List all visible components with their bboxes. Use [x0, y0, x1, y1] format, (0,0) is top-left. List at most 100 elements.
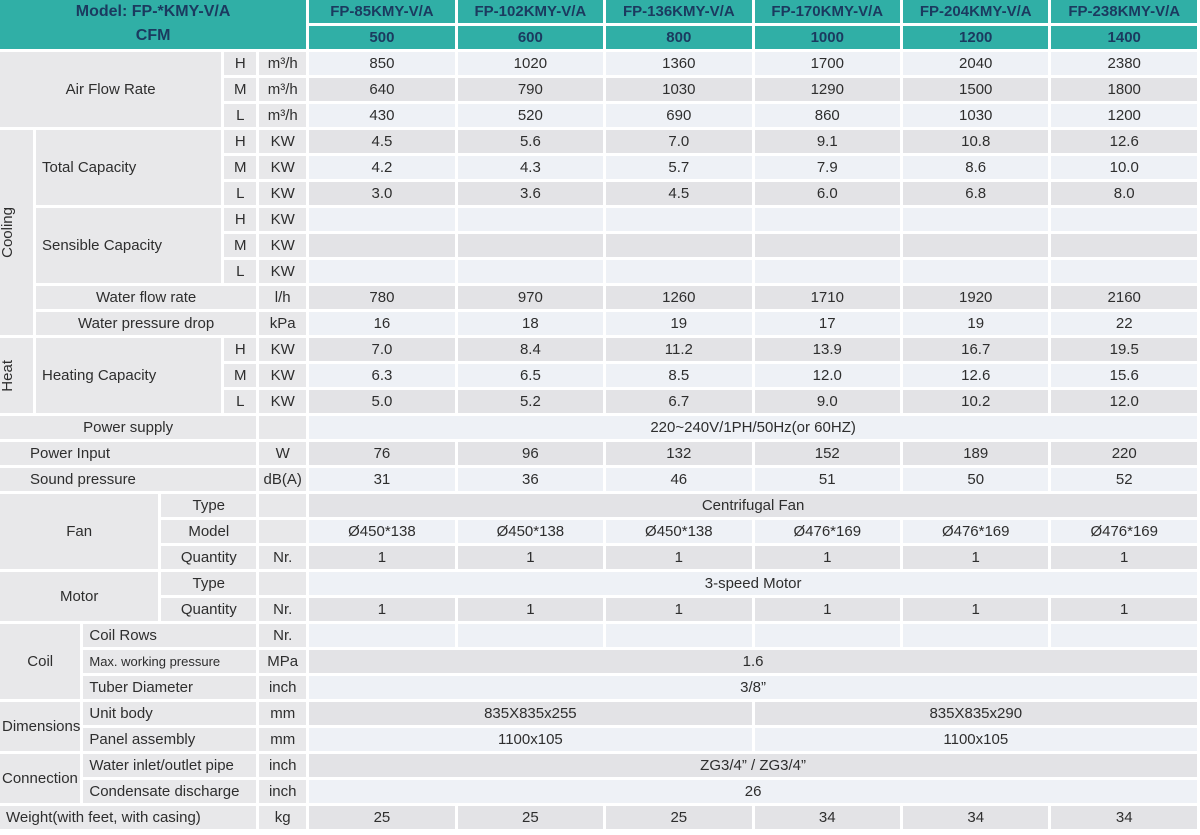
value-water-pipe: ZG3/4” / ZG3/4”: [309, 754, 1197, 777]
column-header-model: FP-204KMY-V/A: [903, 0, 1049, 23]
value-cell: 5.7: [606, 156, 752, 179]
row-label-motor-type: Type: [161, 572, 257, 595]
value-cell: 220: [1051, 442, 1197, 465]
value-cell: 18: [457, 312, 604, 335]
row-label-power-supply: Power supply: [0, 416, 257, 439]
row-label-water-inlet-outlet-pipe: Water inlet/outlet pipe: [83, 754, 257, 777]
value-cell: 1030: [903, 104, 1049, 127]
header-model-label: Model: FP-*KMY-V/A: [75, 3, 231, 21]
header-cfm-label: CFM: [135, 27, 171, 45]
group-label-cooling: Cooling: [0, 130, 33, 335]
unit-label-empty: [259, 416, 307, 439]
value-cell: 4.5: [309, 130, 455, 153]
value-cell: 3.0: [309, 182, 455, 205]
level-label: M: [224, 156, 257, 179]
value-cell: Ø476*169: [903, 520, 1049, 543]
value-cell: 1: [903, 546, 1049, 569]
unit-label: MPa: [259, 650, 307, 673]
value-cell: Ø450*138: [457, 520, 604, 543]
row-label-unit-body: Unit body: [83, 702, 257, 725]
value-cell: 34: [1051, 806, 1197, 829]
value-cell: 76: [309, 442, 455, 465]
value-cell: 1: [754, 546, 900, 569]
value-cell: 1260: [606, 286, 752, 309]
value-cell: 6.3: [309, 364, 455, 387]
column-header-model: FP-85KMY-V/A: [309, 0, 455, 23]
value-cell: 1920: [903, 286, 1049, 309]
level-label: L: [224, 104, 257, 127]
value-cell: 860: [754, 104, 900, 127]
row-label-coil-rows: Coil Rows: [83, 624, 257, 647]
row-label-water-pressure-drop: Water pressure drop: [35, 312, 257, 335]
level-label: M: [224, 78, 257, 101]
unit-label: KW: [259, 130, 307, 153]
value-cell: 3.6: [457, 182, 604, 205]
row-label-motor-quantity: Quantity: [161, 598, 257, 621]
empty-value-cell: [903, 208, 1049, 231]
value-cell: 1020: [457, 52, 604, 75]
value-cell: 1200: [1051, 104, 1197, 127]
cfm-value: 800: [606, 26, 752, 49]
cfm-value: 1400: [1051, 26, 1197, 49]
value-cell: 7.0: [606, 130, 752, 153]
row-label-tuber-diameter: Tuber Diameter: [83, 676, 257, 699]
value-cell: 1500: [903, 78, 1049, 101]
value-cell: 2160: [1051, 286, 1197, 309]
unit-label: m³/h: [259, 52, 307, 75]
group-label-motor: Motor: [0, 572, 159, 621]
row-label-water-flow-rate: Water flow rate: [35, 286, 257, 309]
value-cell: 1030: [606, 78, 752, 101]
unit-label-empty: [259, 520, 307, 543]
unit-label-empty: [259, 572, 307, 595]
value-cell: 520: [457, 104, 604, 127]
column-header-model: FP-170KMY-V/A: [754, 0, 900, 23]
value-cell: 970: [457, 286, 604, 309]
empty-value-cell: [754, 234, 900, 257]
level-label: H: [224, 208, 257, 231]
empty-value-cell: [606, 260, 752, 283]
row-label-total-capacity: Total Capacity: [35, 130, 222, 205]
empty-value-cell: [754, 624, 900, 647]
value-cell: 15.6: [1051, 364, 1197, 387]
level-label: M: [224, 234, 257, 257]
value-cell: 6.5: [457, 364, 604, 387]
unit-label: Nr.: [259, 624, 307, 647]
unit-label: dB(A): [259, 468, 307, 491]
empty-value-cell: [309, 260, 455, 283]
unit-label: kPa: [259, 312, 307, 335]
unit-label: mm: [259, 728, 307, 751]
value-cell: 13.9: [754, 338, 900, 361]
group-label-fan: Fan: [0, 494, 159, 569]
unit-label: mm: [259, 702, 307, 725]
row-label-max-working-pressure: Max. working pressure: [83, 650, 257, 673]
unit-label: KW: [259, 364, 307, 387]
unit-label: W: [259, 442, 307, 465]
value-cell: 780: [309, 286, 455, 309]
value-cell: 1360: [606, 52, 752, 75]
unit-label: KW: [259, 156, 307, 179]
unit-label: KW: [259, 260, 307, 283]
unit-label: inch: [259, 676, 307, 699]
level-label: M: [224, 364, 257, 387]
value-cell: Ø476*169: [754, 520, 900, 543]
empty-value-cell: [457, 234, 604, 257]
value-cell: 132: [606, 442, 752, 465]
value-cell: 16: [309, 312, 455, 335]
row-label-fan-model: Model: [161, 520, 257, 543]
value-cell: 7.0: [309, 338, 455, 361]
value-cell: 52: [1051, 468, 1197, 491]
value-cell: 1710: [754, 286, 900, 309]
value-cell: 2380: [1051, 52, 1197, 75]
value-cell: 4.5: [606, 182, 752, 205]
value-cell: 152: [754, 442, 900, 465]
value-cell: 25: [309, 806, 455, 829]
value-cell: 96: [457, 442, 604, 465]
value-cell: 19: [903, 312, 1049, 335]
unit-label: KW: [259, 390, 307, 413]
empty-value-cell: [903, 260, 1049, 283]
value-cell: Ø450*138: [606, 520, 752, 543]
value-cell: 8.6: [903, 156, 1049, 179]
value-cell: 8.0: [1051, 182, 1197, 205]
header-model-cfm-cell: Model: FP-*KMY-V/A CFM: [0, 0, 307, 49]
